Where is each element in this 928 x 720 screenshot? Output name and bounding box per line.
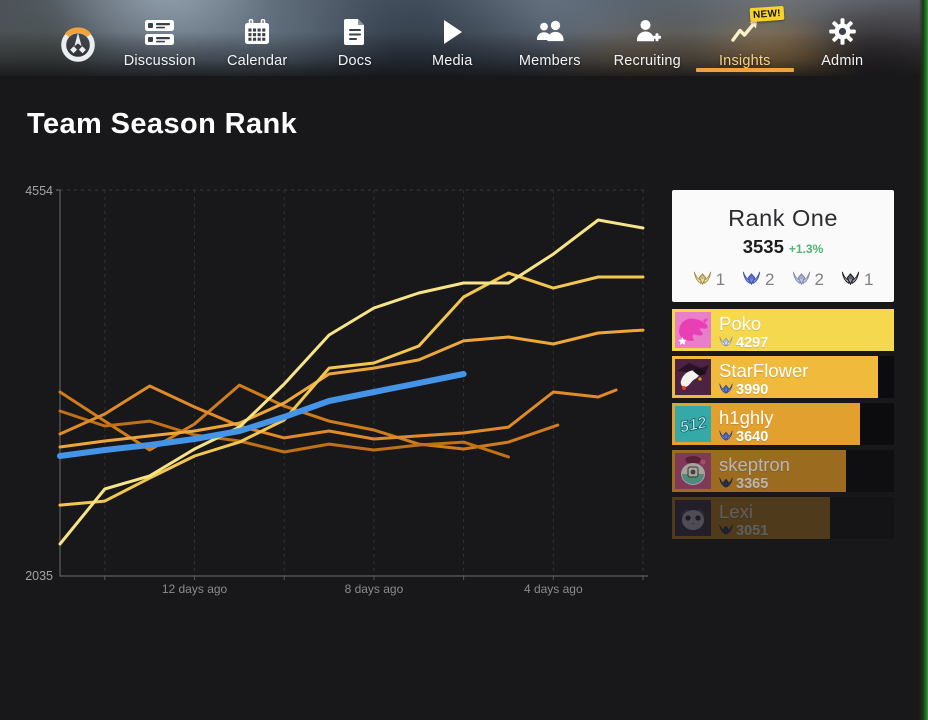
player-name: StarFlower bbox=[719, 360, 809, 381]
nav-tab-label: Discussion bbox=[123, 53, 196, 69]
nav-tab-label: Calendar bbox=[227, 53, 288, 69]
rank-tier-gold: 1 bbox=[693, 270, 725, 290]
team-rank-line-chart: 4554 2035 12 days ago 8 days ago 4 days ago bbox=[25, 184, 648, 596]
player-rank-value: 3365 bbox=[736, 476, 769, 492]
chart-axes bbox=[56, 189, 648, 577]
y-axis-label-min: 2035 bbox=[25, 569, 53, 583]
white-bird-avatar bbox=[675, 359, 711, 395]
roster-row-poko[interactable]: Poko 4297 bbox=[672, 309, 894, 351]
rank-card-value: 3535 bbox=[742, 236, 784, 257]
active-tab-underline bbox=[695, 68, 794, 72]
rank-badge-icon bbox=[719, 381, 733, 399]
nav-tab-label: Media bbox=[432, 53, 473, 69]
pink-hair-avatar bbox=[675, 312, 711, 348]
roster-row-starflower[interactable]: StarFlower 3990 bbox=[672, 356, 894, 398]
tier-count: 2 bbox=[765, 270, 775, 289]
page-title: Team Season Rank bbox=[27, 108, 298, 140]
series-line-poko bbox=[58, 218, 645, 546]
nav-tabs: Discussion Calendar Docs Media Members R… bbox=[111, 0, 891, 76]
x-axis-label: 4 days ago bbox=[524, 582, 583, 596]
docs-icon bbox=[343, 0, 366, 45]
rank-badge-blue bbox=[742, 271, 761, 290]
overwatch-logo[interactable] bbox=[59, 26, 97, 64]
media-icon bbox=[442, 0, 463, 45]
player-name: skeptron bbox=[719, 454, 790, 475]
recruiting-icon bbox=[634, 0, 661, 45]
rank-bar bbox=[672, 497, 830, 539]
rank-card-change: +1.3% bbox=[788, 242, 824, 256]
rank-tier-silver: 2 bbox=[792, 270, 824, 290]
nav-tab-recruiting[interactable]: Recruiting bbox=[599, 0, 697, 76]
series-line-skeptron bbox=[58, 384, 618, 441]
player-name: h1ghly bbox=[719, 407, 774, 428]
player-name: Lexi bbox=[719, 501, 753, 522]
top-nav-bar: Discussion Calendar Docs Media Members R… bbox=[0, 0, 928, 76]
rank-badge-black bbox=[841, 271, 860, 290]
player-name: Poko bbox=[719, 313, 762, 334]
calendar-icon bbox=[244, 0, 270, 45]
nav-tab-label: Recruiting bbox=[613, 53, 681, 69]
tier-count: 1 bbox=[863, 270, 874, 289]
nav-tab-label: Insights bbox=[718, 53, 771, 69]
nav-tab-members[interactable]: Members bbox=[501, 0, 599, 76]
svg-text:512: 512 bbox=[678, 414, 708, 436]
rank-tier-blue: 2 bbox=[742, 270, 775, 290]
rank-summary-card: Rank One 3535 +1.3% 1 2 2 1 bbox=[672, 190, 894, 302]
rank-badge-silver bbox=[792, 271, 811, 290]
x-axis-label: 12 days ago bbox=[162, 582, 228, 596]
nav-tab-insights[interactable]: Insights NEW! bbox=[695, 0, 794, 76]
admin-icon bbox=[828, 0, 856, 45]
y-axis-label-max: 4554 bbox=[25, 184, 53, 198]
series-line-team-average bbox=[57, 371, 467, 459]
rank-badge-icon bbox=[719, 428, 733, 446]
discussion-icon bbox=[145, 0, 175, 45]
roster-list: Poko 4297 StarFlower 3990 512 h1ghly 3640… bbox=[672, 309, 894, 544]
nav-tab-discussion[interactable]: Discussion bbox=[111, 0, 209, 76]
nav-tab-docs[interactable]: Docs bbox=[306, 0, 404, 76]
owl-face-avatar bbox=[675, 500, 711, 536]
series-line-starflower bbox=[58, 271, 645, 507]
rank-tier-counts: 1 2 2 1 bbox=[672, 270, 894, 290]
tier-count: 1 bbox=[715, 270, 726, 289]
nav-tab-media[interactable]: Media bbox=[404, 0, 502, 76]
nav-tab-label: Docs bbox=[337, 53, 372, 69]
512-logo-avatar: 512 bbox=[675, 406, 711, 442]
nav-tab-label: Admin bbox=[821, 53, 864, 69]
tier-count: 2 bbox=[814, 270, 824, 289]
roster-row-skeptron[interactable]: skeptron 3365 bbox=[672, 450, 894, 492]
members-icon bbox=[535, 0, 565, 45]
series-line-h1ghly bbox=[58, 328, 645, 449]
new-badge: NEW! bbox=[749, 5, 785, 23]
player-rank-value: 3990 bbox=[736, 382, 769, 398]
series-line-member-6 bbox=[58, 409, 510, 459]
player-rank-value: 3051 bbox=[736, 523, 769, 539]
rank-tier-black: 1 bbox=[841, 270, 873, 290]
nav-tab-label: Members bbox=[518, 53, 581, 69]
rank-badge-icon bbox=[719, 334, 733, 352]
roster-row-h1ghly[interactable]: 512 h1ghly 3640 bbox=[672, 403, 894, 445]
rank-card-title: Rank One bbox=[728, 205, 838, 231]
pachimari-avatar bbox=[675, 453, 711, 489]
insights-icon bbox=[731, 0, 759, 45]
player-rank-value: 3640 bbox=[736, 429, 769, 445]
rank-badge-gold bbox=[693, 271, 712, 290]
green-edge-accent bbox=[919, 0, 928, 720]
nav-tab-admin[interactable]: Admin bbox=[794, 0, 892, 76]
nav-tab-calendar[interactable]: Calendar bbox=[209, 0, 307, 76]
x-axis-label: 8 days ago bbox=[345, 582, 404, 596]
player-rank-value: 4297 bbox=[736, 335, 769, 351]
roster-row-lexi[interactable]: Lexi 3051 bbox=[672, 497, 894, 539]
rank-badge-icon bbox=[719, 475, 733, 493]
rank-badge-icon bbox=[719, 522, 733, 540]
